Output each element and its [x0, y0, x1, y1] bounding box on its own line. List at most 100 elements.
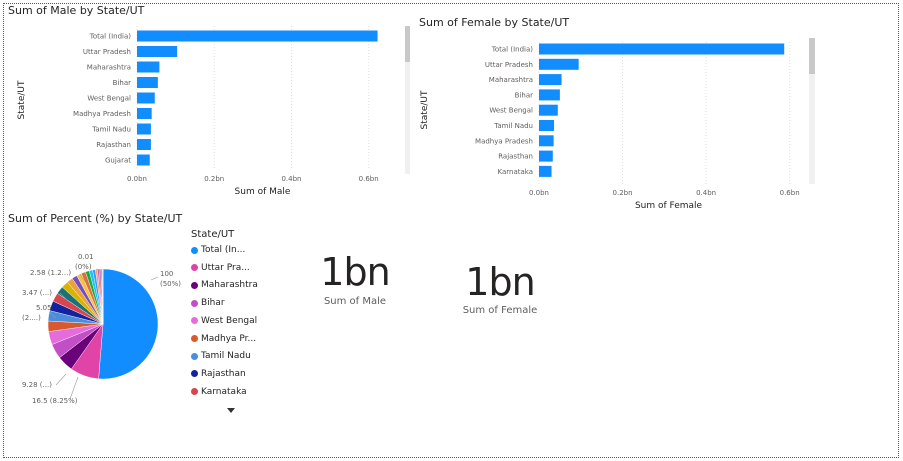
bar[interactable]: [539, 135, 554, 147]
legend-marker: [191, 246, 198, 254]
bar[interactable]: [539, 104, 558, 116]
data-label-leader: [49, 312, 57, 319]
category-label: Madhya Pradesh: [73, 110, 131, 118]
category-label: Tamil Nadu: [493, 122, 533, 130]
legend-item[interactable]: Maharashtra: [191, 280, 258, 290]
legend-marker: [191, 281, 198, 289]
male-card[interactable]: 1bn Sum of Male: [300, 250, 410, 320]
legend-more-arrow-icon[interactable]: [227, 408, 235, 413]
x-tick-label: 0.0bn: [127, 175, 147, 183]
legend-label: Rajasthan: [201, 368, 246, 379]
category-label: Total (India): [491, 46, 533, 54]
bar[interactable]: [137, 46, 178, 57]
legend-marker: [191, 317, 198, 325]
legend-marker: [191, 335, 198, 342]
pie-data-label: (2....): [22, 314, 41, 322]
bar[interactable]: [137, 139, 151, 150]
category-label: West Bengal: [489, 107, 533, 115]
bar[interactable]: [137, 108, 152, 119]
legend-marker: [191, 352, 198, 360]
bar[interactable]: [137, 61, 160, 73]
legend-label: West Bengal: [201, 315, 258, 326]
legend-item[interactable]: Rajasthan: [191, 369, 246, 379]
male-chart-svg: 0.0bn 0.2bn 0.4bn 0.6bn Total (India) Uttar P…: [17, 26, 379, 197]
legend-item[interactable]: Total (In...: [191, 245, 245, 255]
male-bar-chart[interactable]: Sum of Male by State/UT 0.0bn 0.2bn 0.4bn 0…: [8, 4, 412, 200]
category-label: Maharashtra: [87, 64, 131, 72]
bar[interactable]: [539, 43, 785, 55]
bar[interactable]: [137, 92, 155, 104]
female-chart-scrollbar[interactable]: [809, 38, 815, 184]
bar[interactable]: [137, 154, 150, 166]
pie-legend-title: State/UT: [191, 229, 235, 240]
bar[interactable]: [539, 74, 562, 86]
category-label: Rajasthan: [498, 153, 533, 161]
bar[interactable]: [539, 58, 579, 70]
pie-data-label: 100: [160, 270, 173, 278]
bar[interactable]: [137, 30, 378, 42]
pie-data-label: 3.47 (...): [22, 289, 52, 297]
category-label: Gujarat: [105, 157, 131, 165]
female-chart-title: Sum of Female by State/UT: [419, 16, 570, 29]
legend-item[interactable]: West Bengal: [191, 316, 257, 326]
bar[interactable]: [539, 150, 553, 162]
male-card-value: 1bn: [320, 250, 390, 294]
bar[interactable]: [539, 165, 552, 177]
category-label: Karnataka: [498, 168, 534, 176]
category-label: Total (India): [89, 33, 131, 41]
y-axis-title: State/UT: [420, 90, 430, 129]
pie-data-label: 5.05: [36, 304, 52, 312]
data-label-leader: [59, 292, 69, 302]
x-axis-title: Sum of Female: [635, 201, 703, 211]
percent-pie-chart[interactable]: Sum of Percent (%) by State/UT 100 (50%) 1…: [8, 208, 278, 423]
data-label-leader: [150, 276, 159, 281]
x-tick-label: 0.4bn: [696, 189, 716, 197]
pie-data-label: 16.5 (8.25%): [32, 397, 78, 405]
report-canvas-border: [3, 3, 899, 458]
x-tick-label: 0.6bn: [359, 175, 379, 183]
legend-label: Uttar Pra...: [201, 262, 250, 273]
category-label: Tamil Nadu: [91, 126, 131, 134]
bar[interactable]: [137, 123, 151, 135]
male-chart-scrollbar[interactable]: [405, 26, 410, 174]
bar[interactable]: [539, 89, 560, 101]
pie-chart-svg: 100 (50%) 16.5 (8.25%) 9.28 (...) 5.05 (2....…: [22, 253, 181, 405]
legend-item[interactable]: Bihar: [191, 298, 225, 308]
male-chart-title: Sum of Male by State/UT: [8, 4, 145, 17]
bar[interactable]: [539, 120, 555, 131]
x-tick-label: 0.2bn: [204, 175, 224, 183]
legend-item[interactable]: Karnataka: [191, 387, 247, 397]
pie-slice[interactable]: [98, 268, 159, 380]
category-label: Bihar: [515, 91, 533, 99]
female-chart-scroll-thumb[interactable]: [809, 38, 815, 74]
legend-item[interactable]: Uttar Pra...: [191, 263, 250, 273]
category-label: Uttar Pradesh: [485, 61, 533, 69]
legend-item[interactable]: Madhya Pr...: [191, 334, 256, 344]
legend-label: Tamil Nadu: [201, 351, 251, 362]
female-chart-svg: 0.0bn 0.2bn 0.4bn 0.6bn Total (India) Uttar P…: [420, 42, 800, 211]
x-tick-label: 0.2bn: [613, 189, 633, 197]
legend-label: Total (In...: [201, 245, 246, 255]
x-tick-label: 0.0bn: [529, 189, 549, 197]
female-card-label: Sum of Female: [462, 305, 538, 316]
legend-label: Bihar: [201, 298, 225, 309]
legend-marker: [191, 299, 198, 307]
male-card-label: Sum of Male: [323, 296, 387, 307]
category-label: Maharashtra: [489, 76, 533, 84]
legend-label: Karnataka: [201, 386, 247, 397]
bar[interactable]: [137, 77, 158, 88]
female-bar-chart[interactable]: Sum of Female by State/UT 0.0bn 0.2bn 0.4b…: [412, 14, 818, 214]
category-label: Uttar Pradesh: [83, 48, 131, 56]
legend-marker: [191, 370, 198, 378]
pie-data-label: (0%): [75, 263, 92, 271]
female-card[interactable]: 1bn Sum of Female: [445, 260, 555, 330]
pie-data-label: 9.28 (...): [22, 381, 52, 389]
pie-data-label: 0.01: [78, 253, 94, 261]
legend-item[interactable]: Tamil Nadu: [191, 351, 251, 361]
category-label: West Bengal: [87, 95, 131, 103]
male-chart-scroll-thumb[interactable]: [405, 26, 410, 62]
category-label: Rajasthan: [96, 141, 131, 149]
data-label-leader: [55, 373, 67, 386]
x-axis-title: Sum of Male: [235, 187, 291, 197]
legend-marker: [191, 264, 198, 272]
